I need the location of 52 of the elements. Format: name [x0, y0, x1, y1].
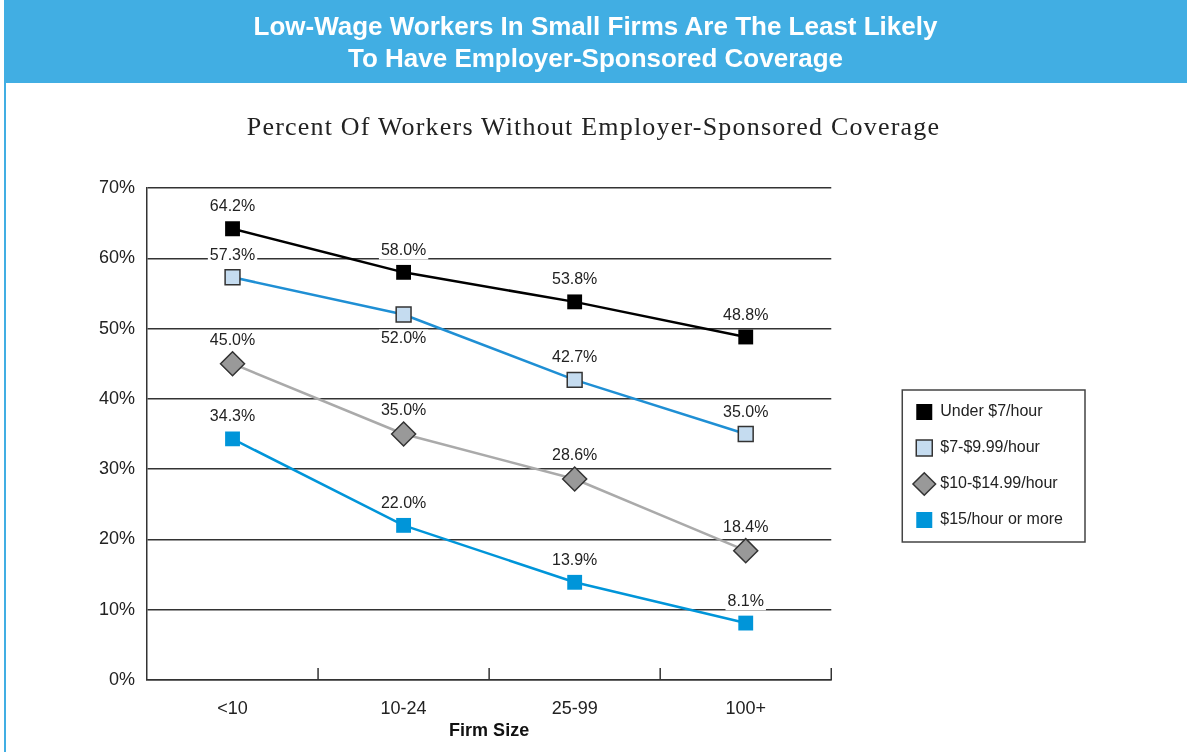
data-label: 48.8% — [723, 305, 769, 323]
point — [396, 264, 412, 280]
data-label: 18.4% — [723, 518, 769, 536]
point — [224, 269, 241, 286]
point — [732, 537, 759, 564]
data-label: 35.0% — [380, 401, 427, 419]
title-banner: Low-Wage Workers In Small Firms Are The Least Likely To Have Employer-Sponsored Coverage — [4, 0, 1187, 83]
data-label: 53.8% — [551, 270, 598, 288]
x-tick-label: 10-24 — [380, 697, 427, 718]
data-label: 52.0% — [380, 328, 427, 346]
y-tick-label: 20% — [98, 528, 135, 549]
data-label: 64.2% — [209, 197, 256, 215]
y-tick-label: 60% — [98, 247, 135, 268]
y-tick-label: 10% — [98, 598, 135, 619]
point — [225, 431, 240, 447]
data-label: 13.9% — [551, 550, 598, 568]
data-label: 22.0% — [380, 493, 427, 511]
y-tick-label: 30% — [98, 458, 135, 479]
x-tick-label: <10 — [217, 697, 248, 718]
data-label: 35.0% — [723, 402, 769, 420]
data-label: 8.1% — [727, 591, 764, 609]
point — [225, 221, 240, 237]
point — [738, 615, 754, 631]
data-label: 42.7% — [551, 348, 598, 366]
point — [396, 517, 412, 533]
data-label: 57.3% — [209, 245, 256, 263]
chart-title: Low-Wage Workers In Small Firms Are The Least Likely To Have Employer-Sponsored Coverage — [252, 9, 939, 74]
x-tick-label: 25-99 — [551, 697, 598, 718]
point — [567, 294, 583, 310]
legend-label: $15/hour or more — [940, 510, 1064, 528]
point — [738, 329, 754, 345]
data-label: 34.3% — [209, 407, 256, 425]
y-tick-label: 0% — [108, 668, 135, 689]
point — [567, 574, 583, 590]
point — [561, 466, 588, 492]
data-label: 45.0% — [209, 331, 256, 349]
point — [390, 421, 417, 447]
point — [737, 425, 754, 443]
data-label: 58.0% — [380, 240, 427, 258]
legend-label: $7-$9.99/hour — [940, 438, 1041, 456]
chart-subtitle: Percent Of Workers Without Employer-Sponsored Coverage — [245, 112, 942, 142]
point — [395, 306, 412, 323]
x-axis-title: Firm Size — [449, 720, 530, 741]
y-tick-label: 70% — [98, 176, 135, 197]
y-tick-label: 40% — [98, 387, 135, 408]
point — [566, 371, 583, 389]
point — [219, 350, 246, 377]
x-tick-label: 100+ — [725, 697, 767, 718]
data-label: 28.6% — [551, 446, 598, 464]
legend-label: $10-$14.99/hour — [940, 474, 1059, 492]
y-tick-label: 50% — [98, 317, 135, 338]
legend-label: Under $7/hour — [940, 402, 1044, 420]
